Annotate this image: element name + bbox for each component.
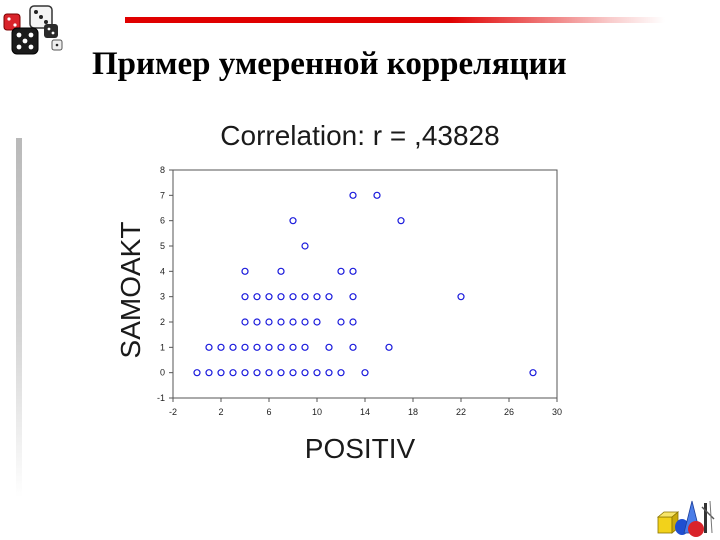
data-point bbox=[337, 267, 345, 275]
data-point bbox=[349, 343, 357, 351]
data-point bbox=[289, 217, 297, 225]
data-point bbox=[241, 293, 249, 301]
data-point bbox=[241, 343, 249, 351]
y-tick-label: 4 bbox=[160, 266, 165, 276]
data-point bbox=[349, 293, 357, 301]
data-point bbox=[457, 293, 465, 301]
data-point bbox=[301, 369, 309, 377]
data-point bbox=[349, 267, 357, 275]
data-point bbox=[289, 369, 297, 377]
data-point bbox=[277, 267, 285, 275]
data-point bbox=[313, 293, 321, 301]
title-accent-rule bbox=[125, 17, 665, 23]
data-point bbox=[265, 318, 273, 326]
data-point bbox=[241, 318, 249, 326]
data-point bbox=[337, 369, 345, 377]
data-point bbox=[229, 369, 237, 377]
y-tick-label: 2 bbox=[160, 317, 165, 327]
data-point bbox=[397, 217, 405, 225]
x-tick-label: 10 bbox=[312, 407, 322, 417]
data-point bbox=[205, 369, 213, 377]
data-point bbox=[289, 293, 297, 301]
data-point bbox=[193, 369, 201, 377]
data-point bbox=[277, 293, 285, 301]
x-axis-label: POSITIV bbox=[305, 433, 416, 464]
plot-frame bbox=[172, 169, 558, 399]
data-point bbox=[301, 293, 309, 301]
data-point bbox=[529, 369, 537, 377]
data-point bbox=[205, 343, 213, 351]
data-point bbox=[325, 293, 333, 301]
data-point bbox=[325, 343, 333, 351]
x-tick-label: 26 bbox=[504, 407, 514, 417]
data-point bbox=[277, 343, 285, 351]
chart-title: Correlation: r = ,43828 bbox=[220, 120, 499, 151]
y-tick-label: -1 bbox=[157, 393, 165, 403]
data-point bbox=[265, 369, 273, 377]
data-point bbox=[241, 267, 249, 275]
x-tick-label: 22 bbox=[456, 407, 466, 417]
data-point bbox=[217, 369, 225, 377]
data-point bbox=[289, 343, 297, 351]
data-point bbox=[361, 369, 369, 377]
y-tick-label: 8 bbox=[160, 165, 165, 175]
data-point bbox=[217, 343, 225, 351]
y-tick-label: 0 bbox=[160, 368, 165, 378]
x-tick-label: 14 bbox=[360, 407, 370, 417]
y-tick-label: 7 bbox=[160, 190, 165, 200]
x-tick-label: 18 bbox=[408, 407, 418, 417]
x-tick-label: -2 bbox=[169, 407, 177, 417]
x-tick-label: 30 bbox=[552, 407, 562, 417]
dice-icon bbox=[3, 5, 63, 55]
data-point bbox=[349, 191, 357, 199]
slide-title: Пример умеренной корреляции bbox=[92, 46, 567, 82]
data-points bbox=[193, 191, 537, 377]
data-point bbox=[373, 191, 381, 199]
data-point bbox=[301, 242, 309, 250]
y-tick-label: 6 bbox=[160, 216, 165, 226]
data-point bbox=[325, 369, 333, 377]
geometric-shapes-icon bbox=[656, 500, 715, 537]
y-tick-label: 3 bbox=[160, 292, 165, 302]
data-point bbox=[265, 293, 273, 301]
y-tick-label: 5 bbox=[160, 241, 165, 251]
data-point bbox=[301, 318, 309, 326]
x-tick-label: 2 bbox=[218, 407, 223, 417]
data-point bbox=[253, 343, 261, 351]
data-point bbox=[385, 343, 393, 351]
data-point bbox=[289, 318, 297, 326]
data-point bbox=[241, 369, 249, 377]
data-point bbox=[253, 318, 261, 326]
data-point bbox=[337, 318, 345, 326]
data-point bbox=[253, 293, 261, 301]
data-point bbox=[313, 318, 321, 326]
y-axis-label: SAMOAKT bbox=[115, 222, 146, 359]
data-point bbox=[277, 318, 285, 326]
data-point bbox=[253, 369, 261, 377]
data-point bbox=[313, 369, 321, 377]
data-point bbox=[277, 369, 285, 377]
side-accent-rule bbox=[16, 138, 22, 498]
data-point bbox=[265, 343, 273, 351]
data-point bbox=[349, 318, 357, 326]
data-point bbox=[229, 343, 237, 351]
data-point bbox=[301, 343, 309, 351]
x-tick-label: 6 bbox=[266, 407, 271, 417]
y-tick-label: 1 bbox=[160, 342, 165, 352]
